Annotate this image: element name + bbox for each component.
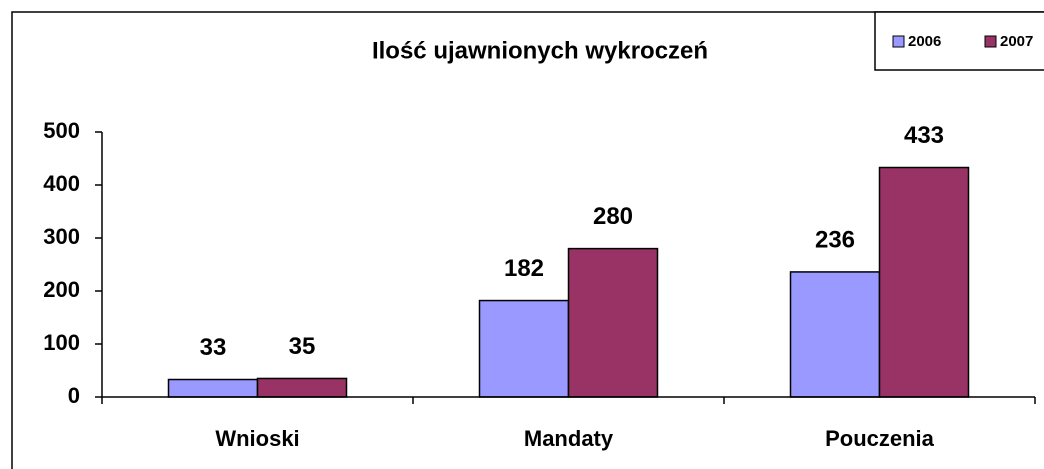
data-label: 33 xyxy=(200,334,227,361)
y-tick-label: 0 xyxy=(68,383,80,408)
data-label: 182 xyxy=(504,255,544,282)
bar xyxy=(878,166,970,398)
y-tick-label: 300 xyxy=(43,224,80,249)
y-tick-label: 500 xyxy=(43,118,80,143)
bar xyxy=(256,377,348,398)
legend-swatch xyxy=(984,35,997,48)
y-tick-label: 100 xyxy=(43,330,80,355)
legend-label: 2007 xyxy=(1000,33,1033,50)
bar xyxy=(478,299,570,398)
y-tick-label: 400 xyxy=(43,171,80,196)
bar xyxy=(789,271,881,398)
legend-label: 2006 xyxy=(908,33,941,50)
x-tick-label: Mandaty xyxy=(524,426,614,451)
data-label: 280 xyxy=(593,203,633,230)
data-label: 35 xyxy=(289,333,316,360)
bar xyxy=(167,378,259,398)
legend-swatch xyxy=(892,35,905,48)
x-tick-label: Pouczenia xyxy=(825,426,935,451)
data-label: 433 xyxy=(904,122,944,149)
y-tick-label: 200 xyxy=(43,277,80,302)
x-tick-label: Wnioski xyxy=(215,426,299,451)
chart-title: Ilość ujawnionych wykroczeń xyxy=(372,37,708,64)
data-label: 236 xyxy=(815,226,855,253)
bar xyxy=(567,247,659,398)
